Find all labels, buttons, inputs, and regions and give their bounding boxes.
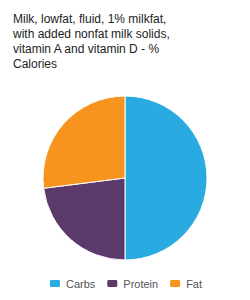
svg-text:Fat: Fat [186,278,202,290]
svg-text:Milk, lowfat, fluid, 1% milkfa: Milk, lowfat, fluid, 1% milkfat, [13,12,166,26]
svg-text:Protein: Protein [123,278,158,290]
svg-text:with added nonfat milk solids,: with added nonfat milk solids, [12,27,170,41]
svg-text:Calories: Calories [13,57,57,71]
svg-text:vitamin A and vitamin D - %: vitamin A and vitamin D - % [13,42,159,56]
svg-text:Carbs: Carbs [66,278,96,290]
